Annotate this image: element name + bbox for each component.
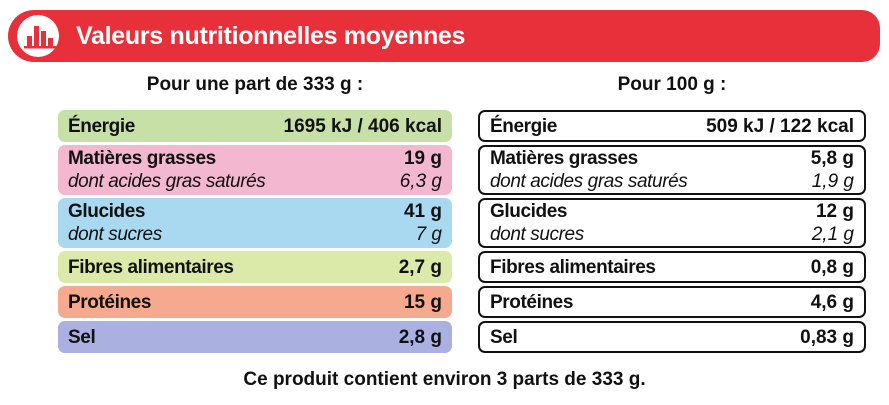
nutrient-line: Énergie 509 kJ / 122 kcal xyxy=(490,114,854,139)
nutrient-label: Fibres alimentaires xyxy=(490,257,656,278)
nutrient-value: 2,8 g xyxy=(398,327,442,348)
sub-nutrient-value: 1,9 g xyxy=(811,171,854,192)
nutrient-label: Protéines xyxy=(490,292,573,313)
nutrient-row: Matières grasses 19 g dont acides gras sat… xyxy=(58,145,452,195)
nutrient-line: Fibres alimentaires 0,8 g xyxy=(490,255,854,280)
nutrient-label: Matières grasses xyxy=(68,148,216,169)
nutrient-row: Fibres alimentaires 0,8 g xyxy=(478,251,866,283)
sub-nutrient-line: dont sucres 7 g xyxy=(68,222,442,247)
column-heading: Pour 100 g : xyxy=(617,74,727,95)
nutrient-value: 4,6 g xyxy=(810,292,854,313)
nutrient-value: 0,8 g xyxy=(810,257,854,278)
nutrient-value: 509 kJ / 122 kcal xyxy=(706,116,854,137)
nutrient-value: 12 g xyxy=(815,201,854,222)
nutrient-row: Sel 2,8 g xyxy=(58,321,452,353)
nutrient-value: 1695 kJ / 406 kcal xyxy=(283,116,442,137)
nutrient-label: Énergie xyxy=(68,116,135,137)
sub-nutrient-value: 2,1 g xyxy=(811,224,854,245)
nutrient-line: Glucides 41 g xyxy=(68,199,442,224)
nutrient-label: Protéines xyxy=(68,292,151,313)
nutrient-line: Énergie 1695 kJ / 406 kcal xyxy=(68,114,442,139)
nutrient-label: Sel xyxy=(68,327,96,348)
sub-nutrient-label: dont acides gras saturés xyxy=(68,171,266,192)
nutrient-value: 15 g xyxy=(403,292,442,313)
nutrient-row: Glucides 12 g dont sucres 2,1 g xyxy=(478,198,866,248)
footer-note: Ce produit contient environ 3 parts de 3… xyxy=(243,369,646,390)
nutrient-label: Sel xyxy=(490,327,518,348)
nutrient-label: Glucides xyxy=(490,201,568,222)
chart-icon xyxy=(17,15,59,57)
nutrient-line: Protéines 4,6 g xyxy=(490,290,854,315)
nutrient-line: Protéines 15 g xyxy=(68,290,442,315)
nutrient-label: Énergie xyxy=(490,116,557,137)
header-bar: Valeurs nutritionnelles moyennes xyxy=(8,10,880,62)
nutrient-value: 41 g xyxy=(403,201,442,222)
nutrient-label: Fibres alimentaires xyxy=(68,257,234,278)
sub-nutrient-line: dont acides gras saturés 6,3 g xyxy=(68,169,442,194)
nutrient-row: Sel 0,83 g xyxy=(478,321,866,353)
nutrient-row: Énergie 1695 kJ / 406 kcal xyxy=(58,110,452,142)
column-heading: Pour une part de 333 g : xyxy=(146,74,364,95)
nutrient-line: Matières grasses 19 g xyxy=(68,146,442,171)
nutrient-value: 2,7 g xyxy=(398,257,442,278)
nutrient-line: Sel 0,83 g xyxy=(490,325,854,350)
nutrient-line: Sel 2,8 g xyxy=(68,325,442,350)
nutrient-row: Protéines 15 g xyxy=(58,286,452,318)
nutrient-row: Fibres alimentaires 2,7 g xyxy=(58,251,452,283)
sub-nutrient-label: dont sucres xyxy=(490,224,584,245)
nutrient-line: Matières grasses 5,8 g xyxy=(490,146,854,171)
sub-nutrient-value: 7 g xyxy=(415,224,442,245)
nutrient-row: Protéines 4,6 g xyxy=(478,286,866,318)
nutrient-label: Glucides xyxy=(68,201,146,222)
nutrient-label: Matières grasses xyxy=(490,148,638,169)
nutrient-row: Matières grasses 5,8 g dont acides gras sa… xyxy=(478,145,866,195)
nutrient-row: Glucides 41 g dont sucres 7 g xyxy=(58,198,452,248)
sub-nutrient-value: 6,3 g xyxy=(399,171,442,192)
nutrient-line: Fibres alimentaires 2,7 g xyxy=(68,255,442,280)
nutrient-value: 19 g xyxy=(403,148,442,169)
sub-nutrient-label: dont acides gras saturés xyxy=(490,171,688,192)
nutrient-value: 0,83 g xyxy=(800,327,854,348)
sub-nutrient-line: dont sucres 2,1 g xyxy=(490,222,854,247)
header-title: Valeurs nutritionnelles moyennes xyxy=(76,22,466,50)
sub-nutrient-label: dont sucres xyxy=(68,224,162,245)
sub-nutrient-line: dont acides gras saturés 1,9 g xyxy=(490,169,854,194)
nutrient-line: Glucides 12 g xyxy=(490,199,854,224)
nutrient-row: Énergie 509 kJ / 122 kcal xyxy=(478,110,866,142)
nutrient-value: 5,8 g xyxy=(810,148,854,169)
